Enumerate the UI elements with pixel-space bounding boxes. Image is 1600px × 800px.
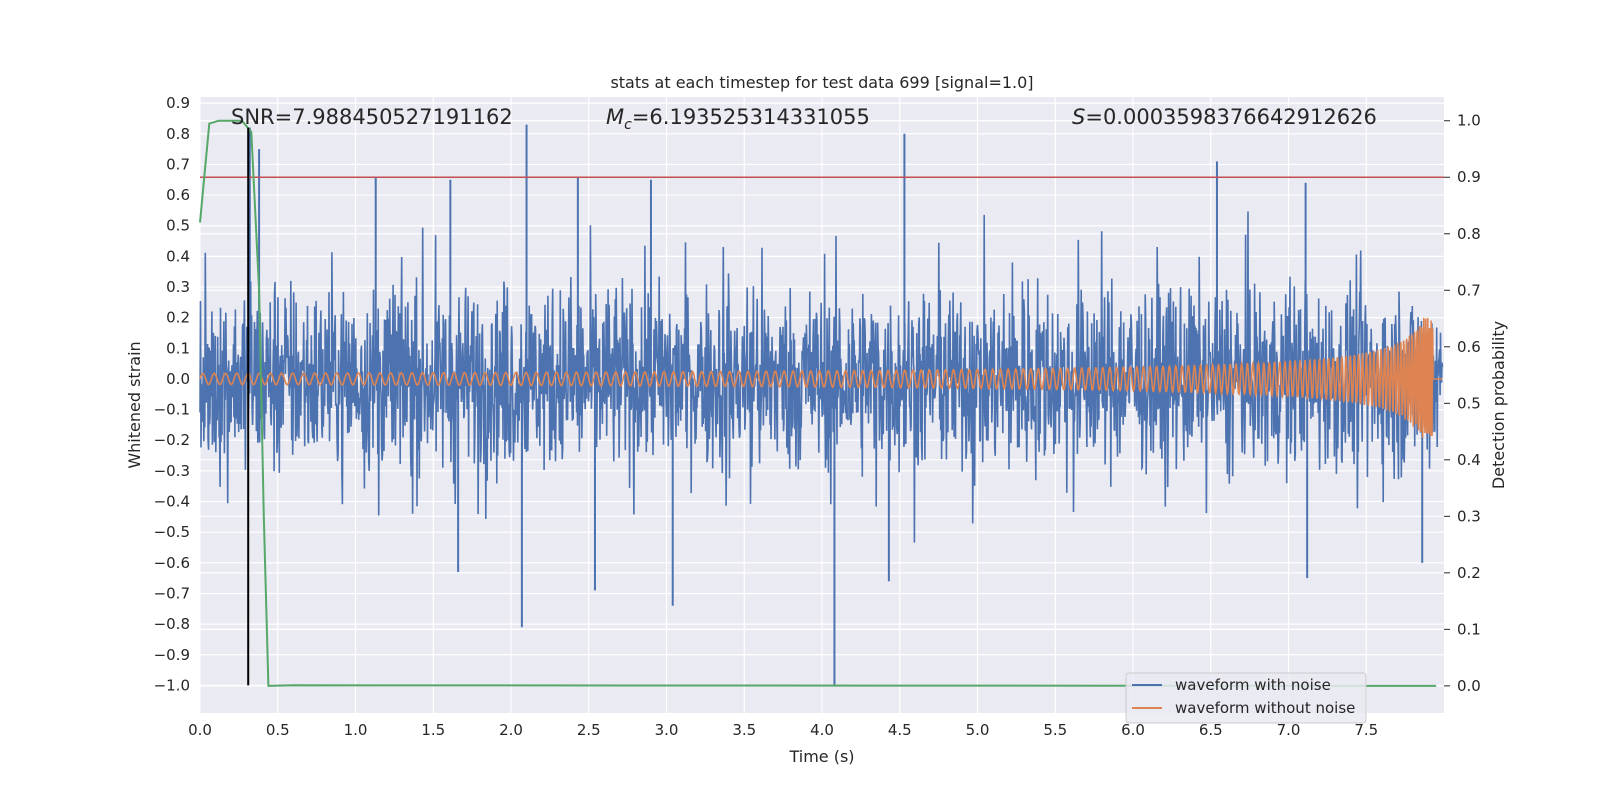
legend-label-clean: waveform without noise — [1175, 699, 1355, 717]
y-right-tick-label: 0.5 — [1457, 394, 1481, 412]
x-tick-label: 6.5 — [1199, 721, 1223, 739]
chirp-mass-annotation: Mc=6.193525314331055 — [606, 105, 870, 133]
noise-waveform-line — [199, 211, 1444, 543]
waveform-without-noise-series — [199, 317, 1443, 438]
y-right-tick-label: 0.3 — [1457, 507, 1481, 525]
x-tick-label: 5.0 — [966, 721, 990, 739]
x-tick-label: 3.0 — [655, 721, 679, 739]
y-tick-label: −0.6 — [154, 554, 190, 572]
x-tick-label: 7.0 — [1277, 721, 1301, 739]
mc-value: =6.193525314331055 — [632, 105, 870, 129]
y-right-axis-ticks: 1.0 0.9 0.8 0.7 0.6 0.5 0.4 0.3 0.2 0.1 0.0 — [1444, 112, 1481, 695]
x-tick-label: 0.0 — [188, 721, 212, 739]
y-tick-label: 0.8 — [166, 125, 190, 143]
y-axis-label: Whitened strain — [125, 341, 144, 468]
x-tick-label: 3.5 — [732, 721, 756, 739]
y-right-axis-label: Detection probability — [1489, 321, 1508, 489]
y-tick-label: −0.5 — [154, 523, 190, 541]
y-right-tick-label: 0.2 — [1457, 564, 1481, 582]
y-tick-label: 0.4 — [166, 247, 190, 265]
mc-symbol: M — [606, 105, 624, 129]
x-tick-label: 4.5 — [888, 721, 912, 739]
detection-probability-line — [199, 119, 1437, 687]
legend: waveform with noise waveform without noi… — [1125, 672, 1367, 724]
x-tick-label: 1.5 — [421, 721, 445, 739]
y-right-tick-label: 0.7 — [1457, 281, 1481, 299]
overlay-lines — [199, 119, 1444, 687]
y-tick-label: 0.1 — [166, 339, 190, 357]
x-tick-label: 6.0 — [1121, 721, 1145, 739]
x-tick-label: 7.5 — [1354, 721, 1378, 739]
legend-label-noise: waveform with noise — [1175, 676, 1331, 694]
significance-annotation: S=0.0003598376642912626 — [1072, 105, 1377, 129]
s-value: =0.0003598376642912626 — [1085, 105, 1377, 129]
y-right-tick-label: 0.9 — [1457, 168, 1481, 186]
y-tick-label: −0.4 — [154, 493, 190, 511]
y-tick-label: −0.3 — [154, 462, 190, 480]
snr-annotation: SNR=7.988450527191162 — [231, 105, 513, 129]
x-tick-label: 2.5 — [577, 721, 601, 739]
y-tick-label: 0.0 — [166, 370, 190, 388]
y-axis-ticks: 0.9 0.8 0.7 0.6 0.5 0.4 0.3 0.2 0.1 0.0 −0.1 −0.2 −0… — [154, 94, 190, 694]
x-tick-label: 2.0 — [499, 721, 523, 739]
y-tick-label: −0.8 — [154, 615, 190, 633]
s-symbol: S — [1072, 105, 1085, 129]
y-tick-label: −1.0 — [154, 676, 190, 694]
y-tick-label: 0.3 — [166, 278, 190, 296]
y-tick-label: −0.9 — [154, 646, 190, 664]
x-axis-label: Time (s) — [788, 747, 854, 766]
y-tick-label: 0.6 — [166, 186, 190, 204]
y-tick-label: −0.1 — [154, 401, 190, 419]
x-axis-ticks: 0.0 0.5 1.0 1.5 2.0 2.5 3.0 3.5 4.0 4.5 5.0 5.5 6.0 6… — [188, 721, 1378, 739]
clean-waveform-line — [199, 317, 1443, 438]
x-tick-label: 4.0 — [810, 721, 834, 739]
y-tick-label: 0.7 — [166, 155, 190, 173]
y-right-tick-label: 0.0 — [1457, 677, 1481, 695]
y-right-tick-label: 0.4 — [1457, 451, 1481, 469]
x-tick-label: 0.5 — [266, 721, 290, 739]
y-tick-label: −0.2 — [154, 431, 190, 449]
y-right-tick-label: 0.8 — [1457, 225, 1481, 243]
x-tick-label: 5.5 — [1043, 721, 1067, 739]
legend-box — [1125, 672, 1367, 724]
chart-title: stats at each timestep for test data 699… — [610, 73, 1033, 92]
x-tick-label: 1.0 — [344, 721, 368, 739]
y-tick-label: 0.5 — [166, 217, 190, 235]
y-tick-label: 0.2 — [166, 309, 190, 327]
y-right-tick-label: 0.6 — [1457, 338, 1481, 356]
y-tick-label: 0.9 — [166, 94, 190, 112]
y-right-tick-label: 0.1 — [1457, 620, 1481, 638]
y-tick-label: −0.7 — [154, 584, 190, 602]
mc-subscript: c — [624, 117, 632, 133]
y-right-tick-label: 1.0 — [1457, 112, 1481, 130]
